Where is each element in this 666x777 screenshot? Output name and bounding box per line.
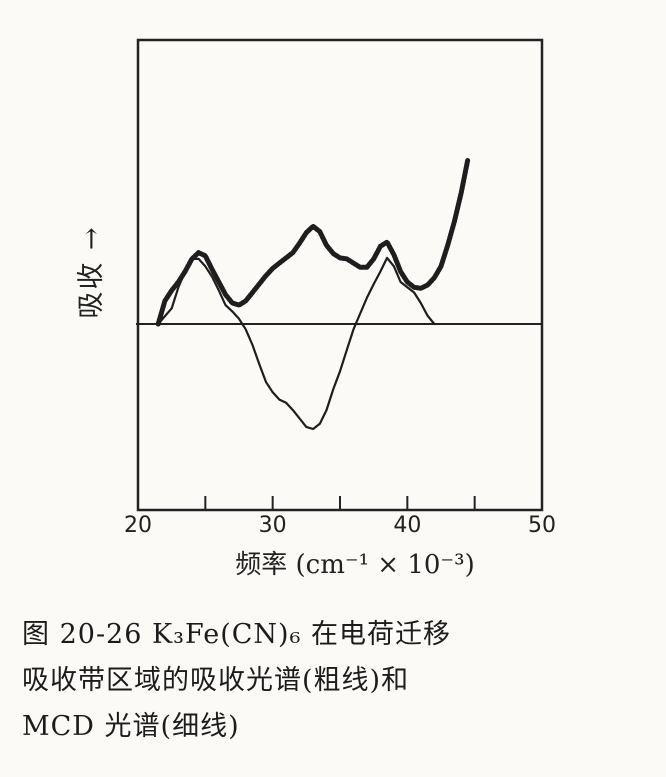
chart: 20 30 40 50 吸收 → 频率 (cm⁻¹ × 10⁻³) — [76, 38, 556, 580]
x-tick-label: 30 — [259, 513, 287, 538]
x-axis-label: 频率 (cm⁻¹ × 10⁻³) — [235, 550, 474, 580]
mcd-line — [157, 256, 436, 431]
absorption-line — [155, 156, 471, 327]
caption-line-2: 吸收带区域的吸收光谱(粗线)和 — [22, 665, 410, 696]
plot-frame — [136, 38, 544, 512]
y-axis-label: 吸收 → — [76, 225, 107, 318]
x-tick-label: 50 — [528, 513, 556, 538]
x-tick-label: 40 — [393, 513, 421, 538]
axes — [136, 38, 544, 512]
figure-caption: 图 20-26 K₃Fe(CN)₆ 在电荷迁移 吸收带区域的吸收光谱(粗线)和 … — [22, 612, 652, 750]
caption-line-1: 图 20-26 K₃Fe(CN)₆ 在电荷迁移 — [22, 619, 451, 650]
series — [155, 156, 471, 431]
axis-labels: 吸收 → 频率 (cm⁻¹ × 10⁻³) — [76, 225, 475, 580]
caption-line-3: MCD 光谱(细线) — [22, 711, 240, 742]
x-tick-label: 20 — [124, 513, 152, 538]
x-ticks: 20 30 40 50 — [124, 496, 556, 538]
